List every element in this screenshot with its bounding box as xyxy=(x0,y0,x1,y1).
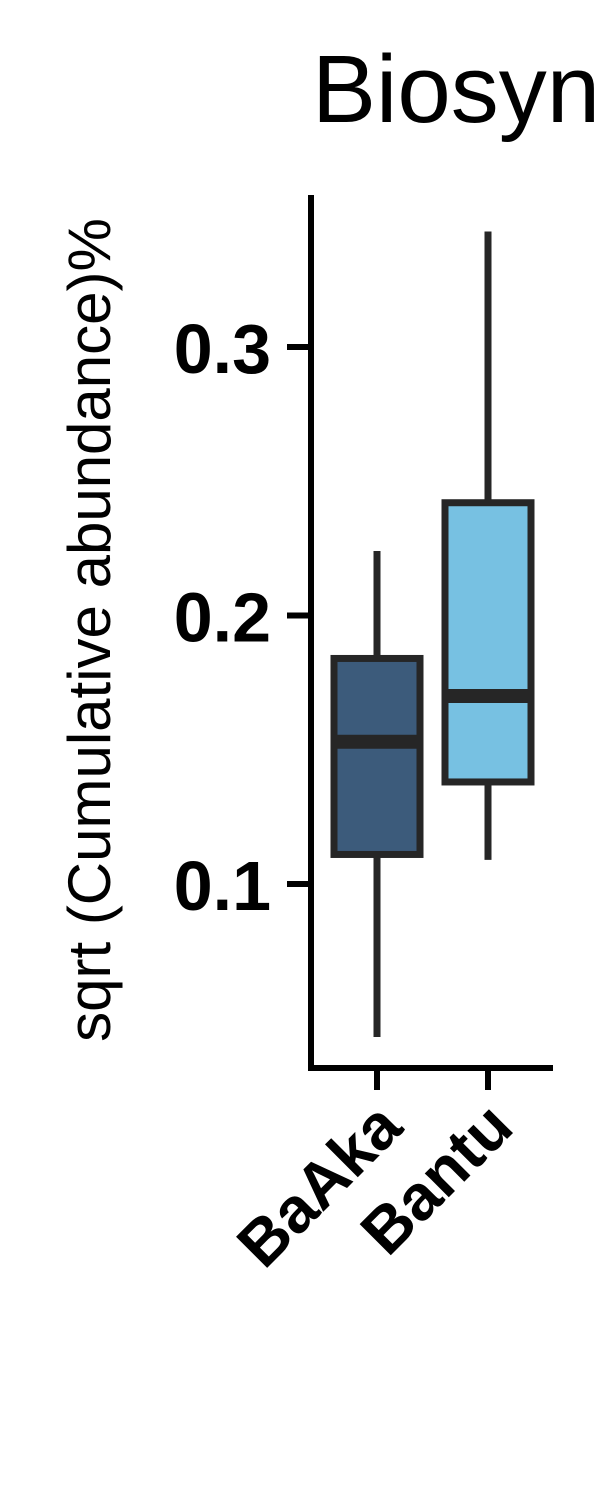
box xyxy=(330,654,424,858)
chart-title: Biosyn xyxy=(312,36,600,143)
y-tick-label: 0.2 xyxy=(174,579,271,657)
box xyxy=(441,499,535,786)
y-axis-label: sqrt (Cumulative abundance)% xyxy=(56,218,123,1042)
y-tick-label: 0.1 xyxy=(174,847,271,925)
y-tick-label: 0.3 xyxy=(174,310,271,388)
